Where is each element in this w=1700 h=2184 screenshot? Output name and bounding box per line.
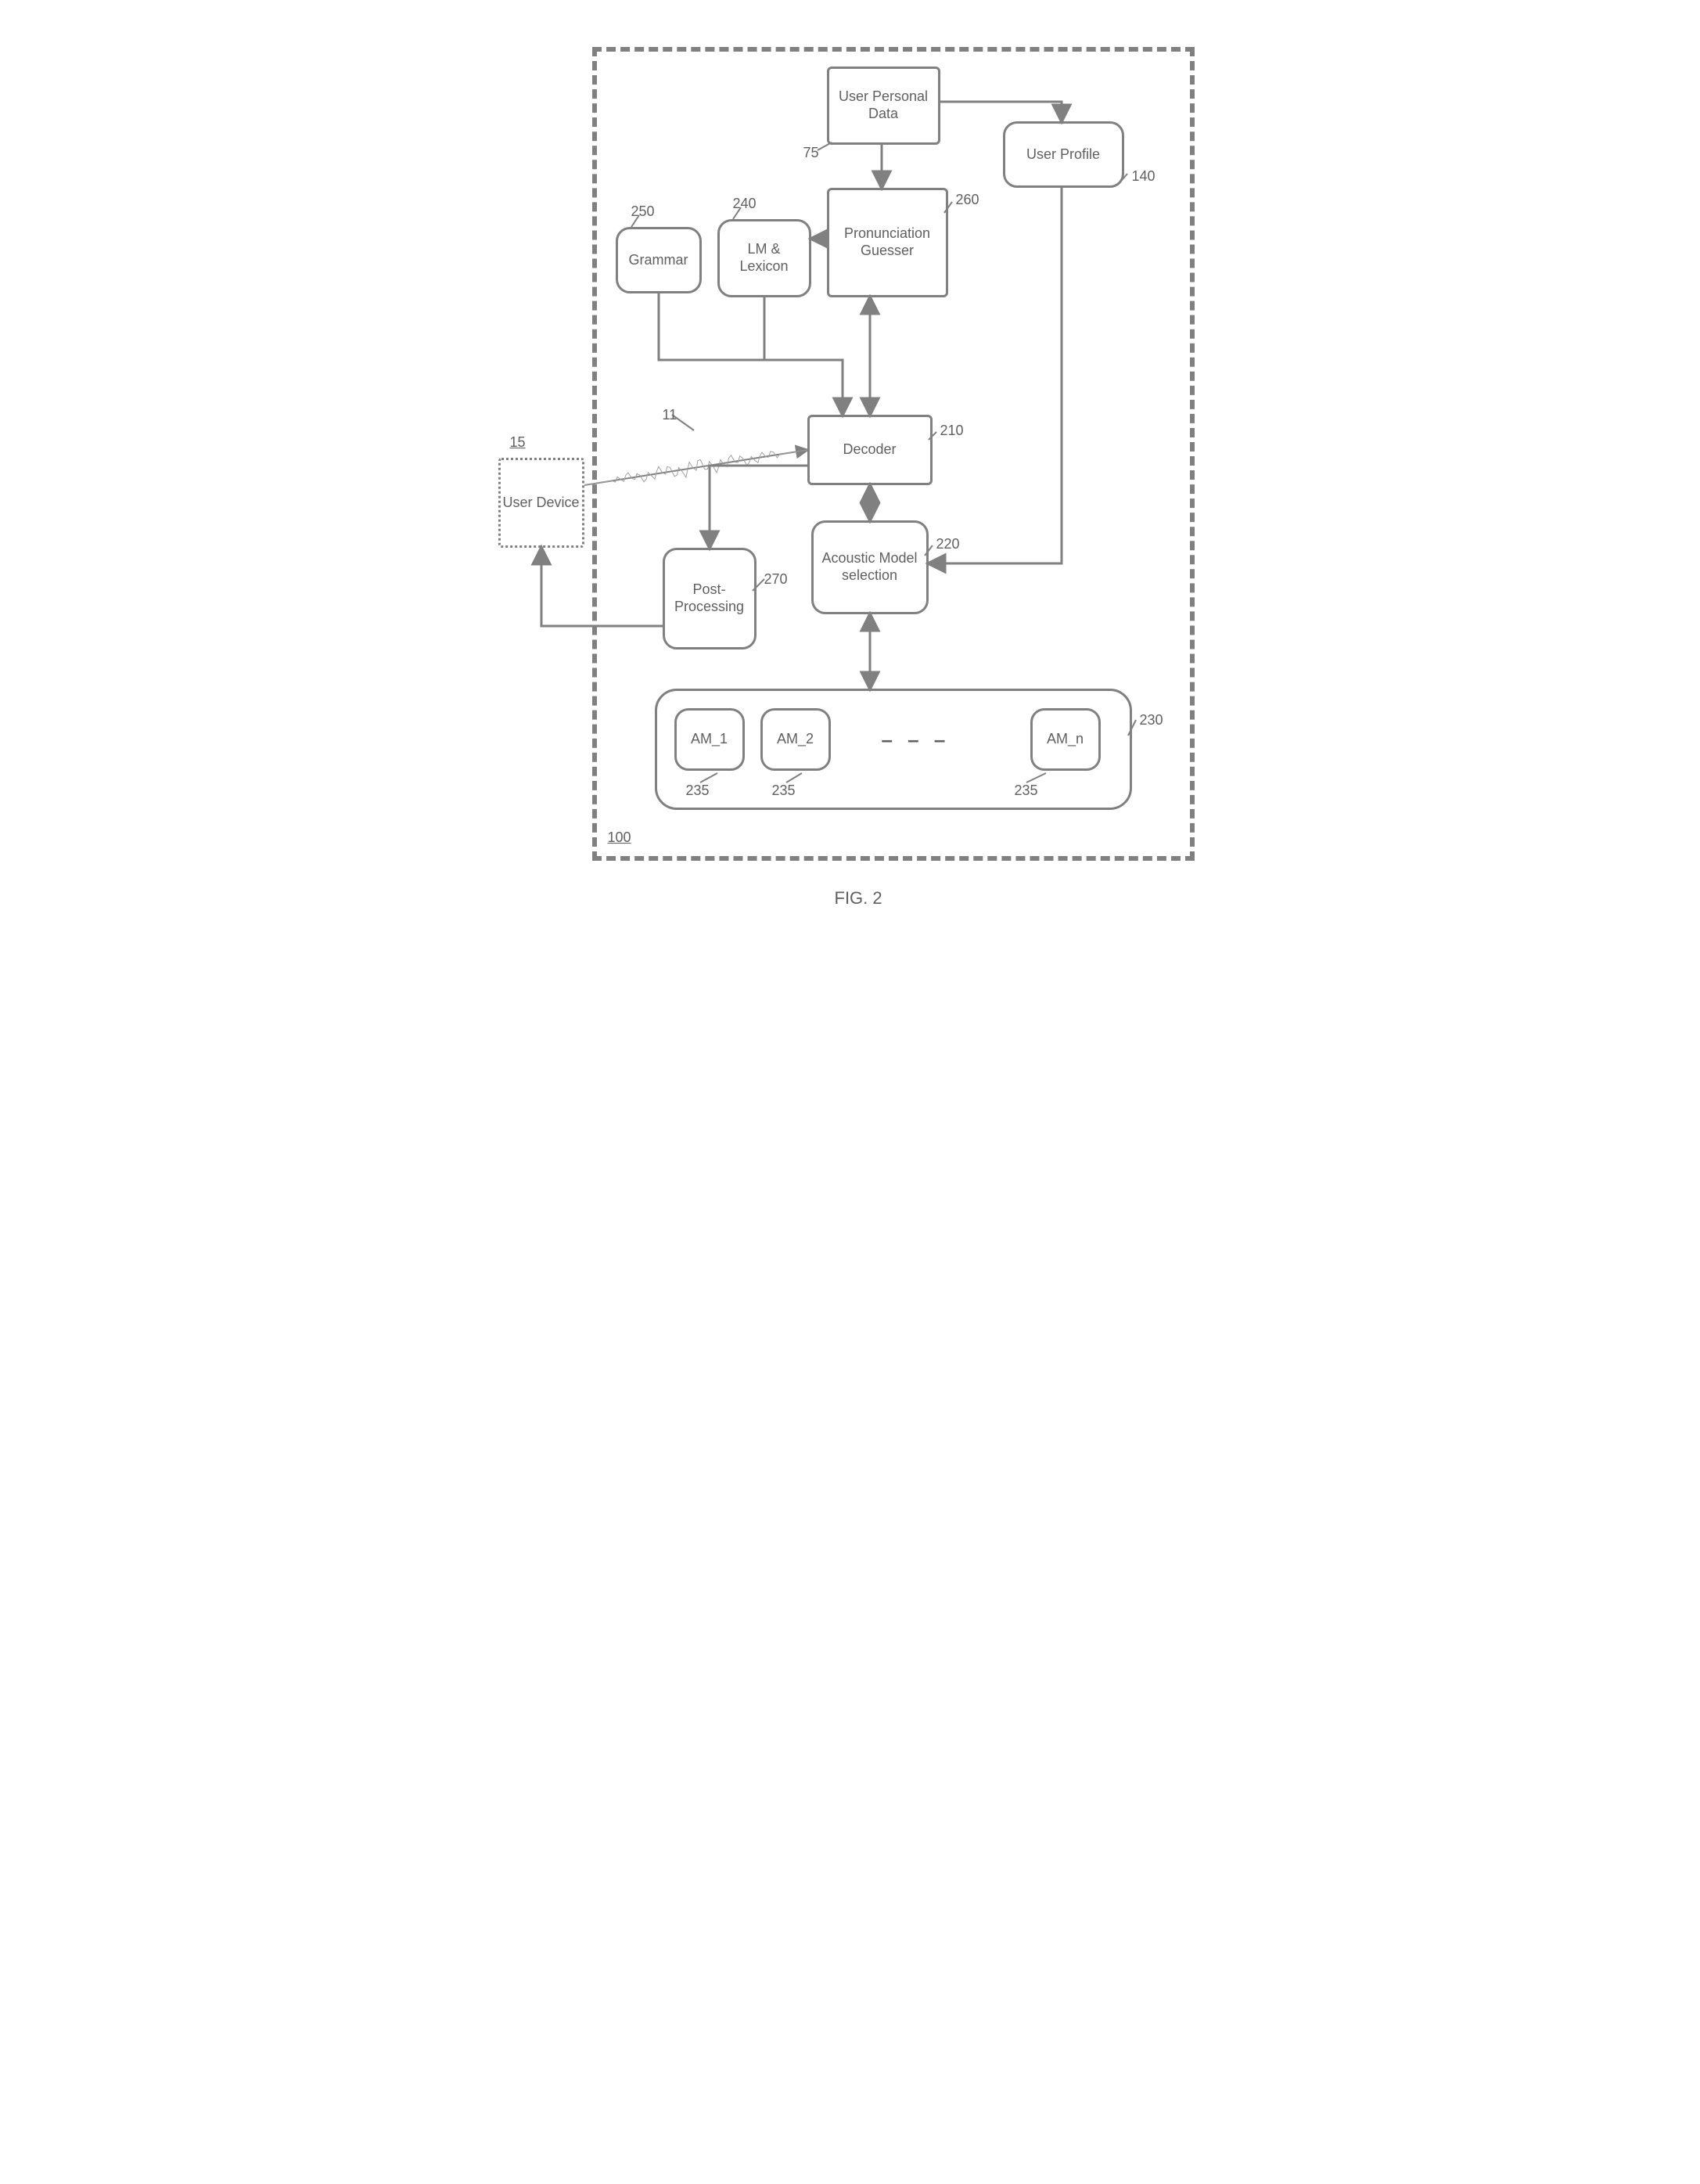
ref-label-235: 235 [686,783,710,799]
grammar-box: Grammar [616,227,702,293]
user-personal-data-box: User Personal Data [827,67,940,145]
decoder-label: Decoder [843,441,896,459]
post-processing-box: Post-Processing [663,548,757,649]
ref-label-240: 240 [733,196,757,212]
pronunciation-guesser-label: Pronunciation Guesser [834,225,941,259]
am-ellipsis: – – – [882,728,951,752]
user-device-label: User Device [502,495,579,511]
ref-label-270: 270 [764,571,788,588]
user-device-box: User Device [498,458,584,548]
ref-label-235: 235 [772,783,796,799]
ref-label-100: 100 [608,829,631,846]
lm-lexicon-box: LM & Lexicon [717,219,811,297]
am-1-label: AM_1 [691,731,728,748]
ref-label-220: 220 [936,536,960,552]
am-n-label: AM_n [1047,731,1084,748]
pronunciation-guesser-box: Pronunciation Guesser [827,188,948,297]
ref-label-140: 140 [1132,168,1155,185]
ref-label-15: 15 [510,434,526,451]
ref-label-230: 230 [1140,712,1163,729]
ref-label-75: 75 [803,145,819,161]
am-2-label: AM_2 [777,731,814,748]
grammar-label: Grammar [629,252,688,269]
decoder-box: Decoder [807,415,933,485]
acoustic-model-selection-box: Acoustic Model selection [811,520,929,614]
user-profile-box: User Profile [1003,121,1124,188]
acoustic-model-selection-label: Acoustic Model selection [818,550,922,584]
am-2-box: AM_2 [760,708,831,771]
ref-label-210: 210 [940,423,964,439]
ref-label-235: 235 [1015,783,1038,799]
figure-label-text: FIG. 2 [835,888,882,908]
figure-label: FIG. 2 [835,888,882,909]
ref-label-250: 250 [631,203,655,220]
lm-lexicon-label: LM & Lexicon [724,241,804,275]
user-profile-label: User Profile [1026,146,1100,164]
ref-label-260: 260 [956,192,979,208]
ref-label-11: 11 [663,407,677,423]
post-processing-label: Post-Processing [670,581,749,615]
am-1-box: AM_1 [674,708,745,771]
user-personal-data-label: User Personal Data [834,88,933,122]
am-n-box: AM_n [1030,708,1101,771]
